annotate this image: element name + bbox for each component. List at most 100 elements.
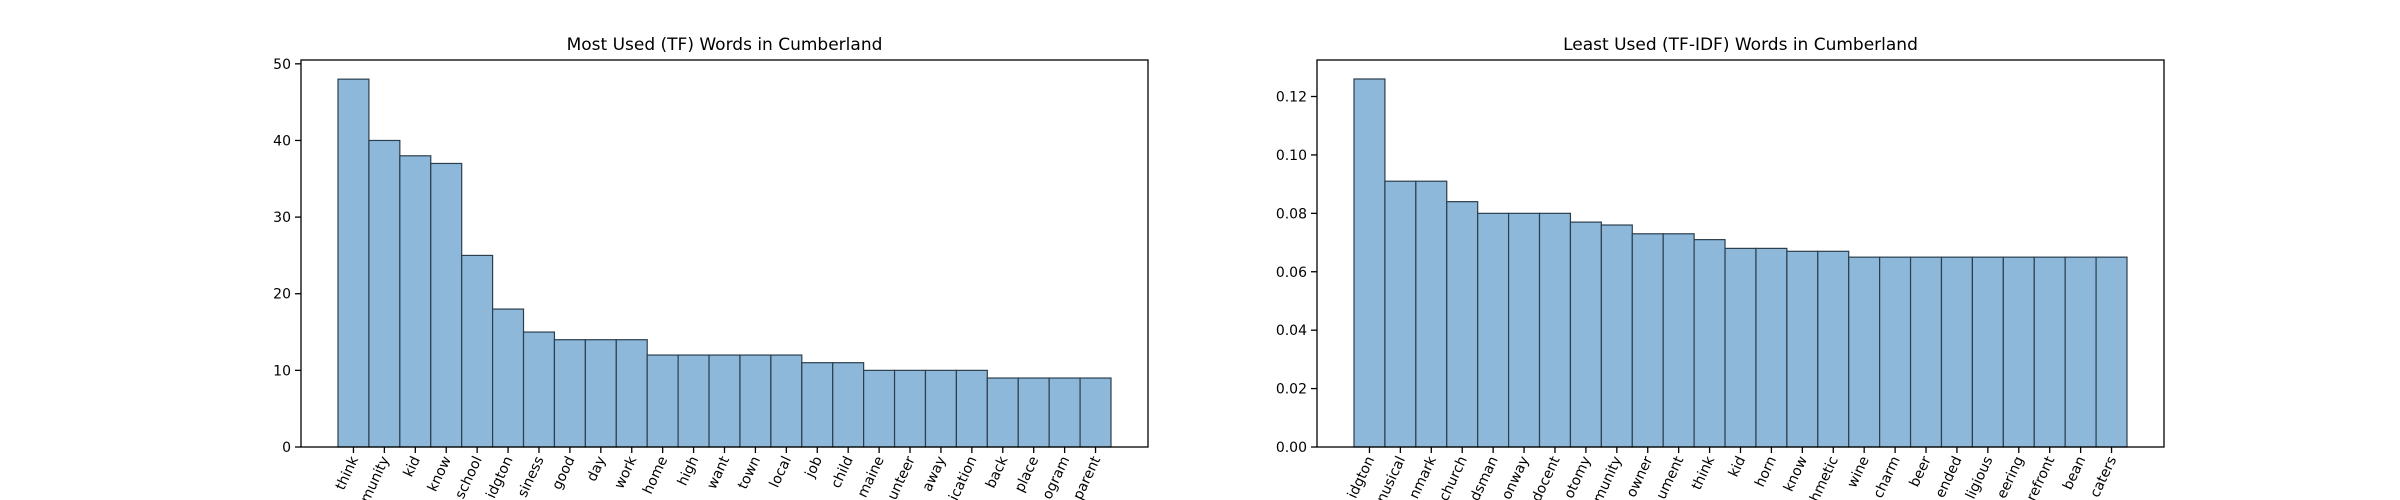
bar-dsman [1477,212,1510,448]
bar-docent [1538,212,1572,448]
bar-kid [399,155,432,448]
bar-group [337,78,1112,448]
x-tick-label: horn [1752,454,1780,490]
bar-kid [1724,247,1757,448]
y-tick-label: 40 [273,133,291,149]
bar-know [430,162,463,448]
x-tick-label: hmetic [1807,454,1842,500]
bar-back [986,377,1019,448]
x-tick-label: away [919,454,949,494]
bar-work [615,339,648,448]
bar-job [801,362,834,448]
x-tick-label: maine [855,454,888,500]
plot-frame [300,59,1149,448]
x-tick-label: work [612,453,641,491]
bar-eering [2002,256,2035,448]
bar-good [553,339,586,448]
bar-local [770,354,803,448]
x-tick-label: dsman [1467,454,1501,500]
x-tick-label: job [802,454,826,481]
x-tick-label: know [425,454,455,494]
bar-want [708,354,741,448]
x-tick-label: local [767,454,795,490]
bar-parent [1079,377,1112,448]
x-tick-label: town [735,454,764,492]
bar-wine [1848,256,1881,448]
bar-school [461,254,494,448]
bar-bean [2064,256,2097,448]
x-tick-label: day [584,454,609,484]
bar-idgton [492,308,525,448]
y-axis: 0.00 0.02 0.04 0.06 0.08 0.10 0.12 [1276,90,1317,456]
x-tick-label: school [452,454,485,500]
bar-child [832,362,865,448]
y-tick-label: 0.08 [1276,206,1307,222]
bar-group [1353,78,2128,448]
chart-most-used-tf: Most Used (TF) Words in Cumberland 0 10 20… [273,35,1149,500]
bar-know [1786,250,1819,448]
x-tick-label: refront [2024,453,2059,500]
x-tick-label: wine [1844,454,1872,491]
x-tick-label: unteer [885,454,919,500]
x-tick-label: child [828,454,857,491]
y-tick-label: 10 [273,363,291,379]
x-tick-label: ogram [1040,454,1074,500]
bar-nusical [1384,180,1417,448]
bar-ligious [1971,256,2004,448]
bar-high [677,354,710,448]
bar-maine [863,369,896,448]
bar-ument [1662,233,1695,448]
bar-caters [2095,256,2128,448]
y-tick-label: 0 [282,440,291,456]
x-tick-label: charm [1871,454,1904,500]
x-tick-label: parent [1070,453,1104,500]
x-tick-label: nmark [1406,453,1440,500]
bar-church [1446,201,1479,448]
x-tick-label: kid [1726,454,1749,480]
chart-title: Least Used (TF-IDF) Words in Cumberland [1563,35,1918,55]
bar-ication [955,369,988,448]
bar-refront [2033,256,2066,448]
chart-least-used-tfidf: Least Used (TF-IDF) Words in Cumberland … [1276,35,2165,500]
x-tick-label: ligious [1963,454,1997,500]
x-tick-label: ument [1654,453,1688,500]
y-tick-label: 0.00 [1276,440,1307,456]
bar-town [739,354,772,448]
bar-owner [1631,233,1664,448]
bar-horn [1755,247,1788,448]
chart-title: Most Used (TF) Words in Cumberland [567,35,883,55]
bar-day [584,339,617,448]
y-tick-label: 50 [273,57,291,73]
bar-munity [1600,224,1633,448]
bar-unteer [893,369,927,448]
x-axis: idgtonnusicalnmarkchurchdsmanonwaydocent… [1345,447,2120,500]
x-tick-label: place [1012,454,1042,495]
x-tick-label: nusical [1374,454,1409,500]
bar-hmetic [1817,250,1850,448]
x-tick-label: think [333,453,363,493]
x-tick-label: high [675,454,702,488]
bar-think [1693,239,1726,448]
x-tick-label: beer [1907,454,1935,490]
x-tick-label: kid [401,454,424,480]
x-tick-label: idgton [483,454,516,500]
bar-think [337,78,370,448]
x-tick-label: want [704,453,733,491]
x-tick-label: know [1781,454,1811,494]
y-axis: 0 10 20 30 40 50 [273,57,301,456]
bar-place [1017,377,1050,448]
plot-frame [1316,59,2165,448]
x-tick-label: eering [1994,454,2027,500]
x-tick-label: back [983,453,1012,491]
bar-ogram [1048,377,1081,448]
x-tick-label: home [640,454,671,497]
x-tick-label: ended [1933,454,1966,500]
x-tick-label: ication [946,454,980,500]
bar-munity [368,139,401,448]
bar-away [924,369,957,448]
x-tick-label: onway [1499,454,1533,500]
x-tick-label: church [1436,454,1471,500]
x-tick-label: munity [1590,454,1625,500]
